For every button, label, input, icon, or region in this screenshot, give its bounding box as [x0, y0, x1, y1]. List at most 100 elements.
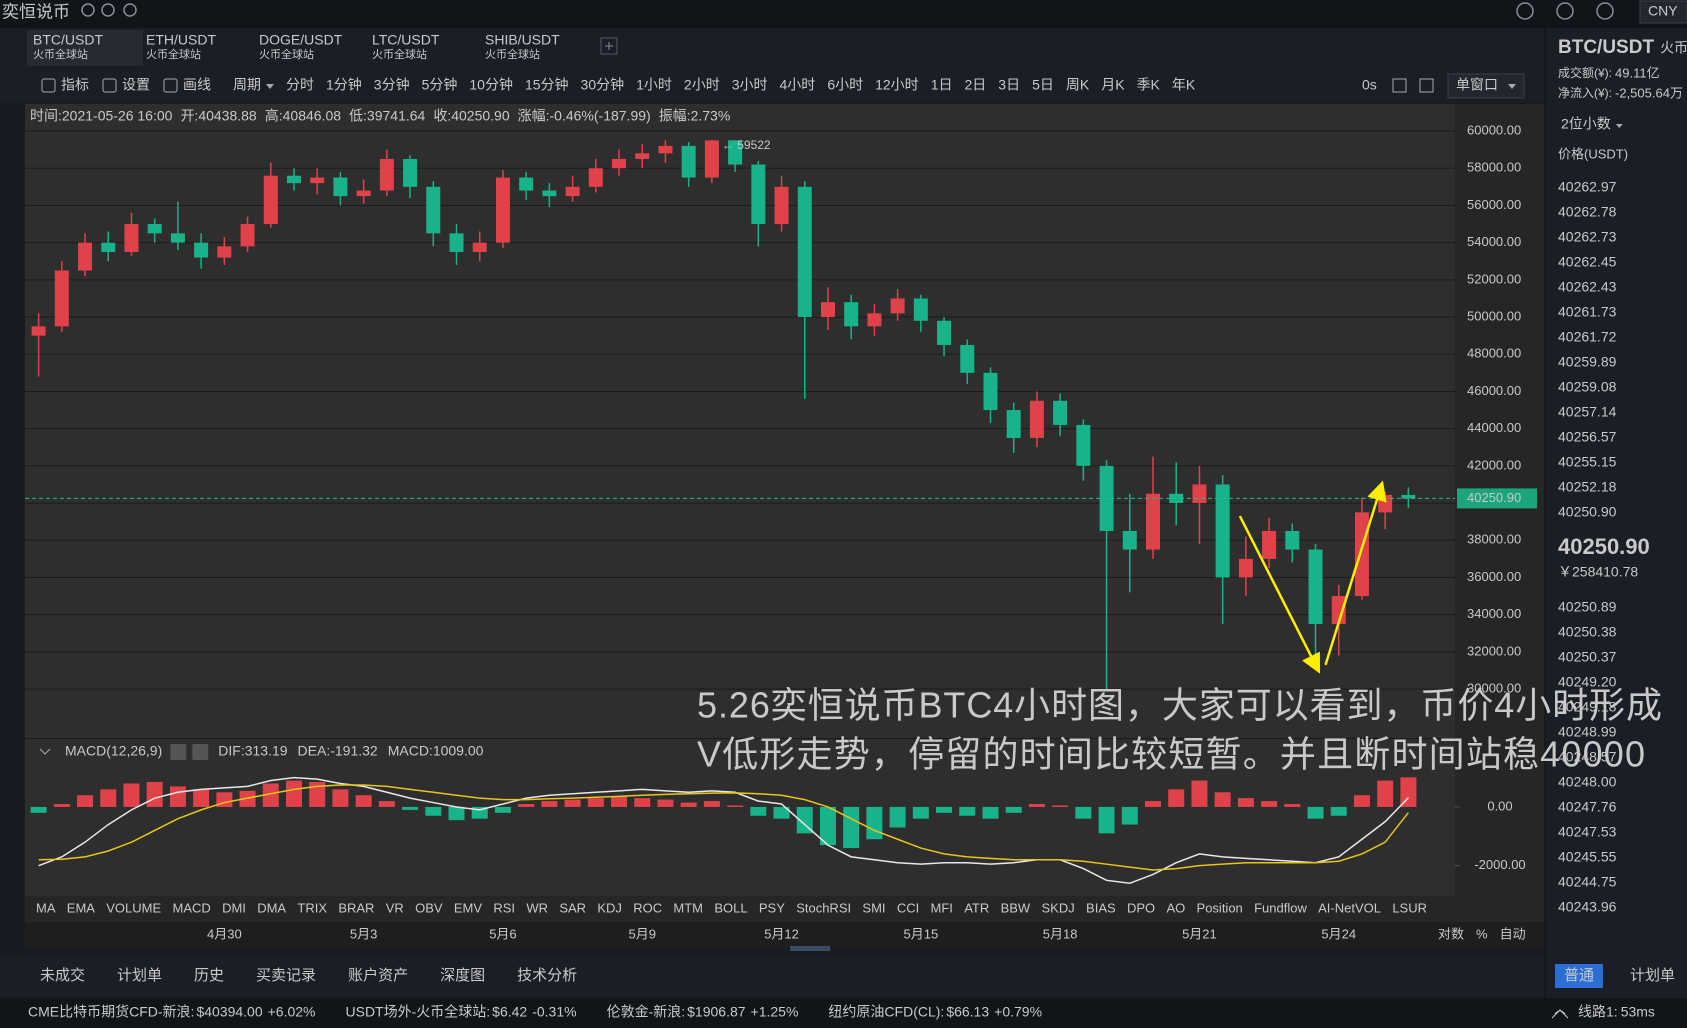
indicator[interactable]: VOLUME [106, 900, 161, 915]
indicator[interactable]: RSI [493, 900, 515, 915]
bottom-tab[interactable]: 计划单 [117, 967, 162, 984]
tab-exchange[interactable]: 火币全球站 [146, 47, 201, 61]
period[interactable]: 2日 [964, 77, 986, 93]
toolbar-icon[interactable] [1392, 78, 1407, 93]
top-icon[interactable] [1556, 2, 1574, 20]
indicator[interactable]: CCI [897, 900, 919, 915]
period[interactable]: 季K [1137, 77, 1161, 93]
bottom-tab[interactable]: 账户资产 [348, 967, 408, 984]
top-icon[interactable] [1516, 2, 1534, 20]
add-tab[interactable] [600, 37, 618, 55]
currency-box[interactable] [1639, 0, 1687, 24]
indicator[interactable]: WR [526, 900, 548, 915]
period[interactable]: 3分钟 [374, 77, 410, 93]
toolbar-icon[interactable] [1419, 78, 1434, 93]
period[interactable]: 4小时 [780, 77, 816, 93]
tab-exchange[interactable]: 火币全球站 [485, 47, 540, 61]
period[interactable]: 6小时 [827, 77, 863, 93]
refresh[interactable]: 0s [1362, 77, 1377, 93]
indicator[interactable]: DPO [1127, 900, 1155, 915]
period[interactable]: 分时 [286, 77, 314, 93]
indicator[interactable]: ROC [633, 900, 662, 915]
scale-option[interactable]: 对数 [1438, 926, 1464, 941]
scale-option[interactable]: 自动 [1500, 926, 1526, 941]
overlay-text: V低形走势，停留的时间比较短暂。并且断时间站稳40000 [697, 734, 1645, 775]
period[interactable]: 3日 [998, 77, 1020, 93]
indicator[interactable]: MFI [931, 900, 953, 915]
indicator[interactable]: Fundflow [1254, 900, 1307, 915]
macd-icon[interactable] [192, 744, 209, 760]
tab-pair[interactable]: SHIB/USDT [485, 32, 560, 48]
ob-tab-active[interactable] [1555, 964, 1603, 988]
period[interactable]: 12小时 [875, 77, 919, 93]
tab-exchange[interactable]: 火币全球站 [33, 47, 88, 61]
ob-tab[interactable]: 普通 [1564, 967, 1594, 984]
period[interactable]: 15分钟 [525, 77, 569, 93]
tab-exchange[interactable]: 火币全球站 [372, 47, 427, 61]
indicator[interactable]: SKDJ [1042, 900, 1075, 915]
bottom-tab[interactable]: 未成交 [40, 966, 85, 984]
indicator[interactable]: Position [1197, 900, 1243, 915]
window-select[interactable]: 单窗口 [1456, 77, 1498, 93]
indicator[interactable]: StochRSI [796, 900, 851, 915]
indicator[interactable]: OBV [415, 900, 443, 915]
tab-pair[interactable]: DOGE/USDT [259, 32, 343, 48]
indicator[interactable]: AO [1166, 900, 1185, 915]
indicator[interactable]: BIAS [1086, 900, 1116, 915]
indicator[interactable]: SAR [559, 900, 586, 915]
scale-option[interactable]: % [1476, 926, 1488, 941]
indicator[interactable]: DMA [257, 900, 286, 915]
tab-pair[interactable]: ETH/USDT [146, 32, 216, 48]
period[interactable]: 5日 [1032, 77, 1054, 93]
indicator[interactable]: MACD [172, 900, 210, 915]
tab-pair[interactable]: BTC/USDT [33, 32, 103, 48]
period[interactable]: 月K [1101, 77, 1125, 93]
macd-icon[interactable] [170, 744, 187, 760]
indicator[interactable]: EMV [454, 900, 483, 915]
resize-handle[interactable] [790, 946, 830, 951]
currency[interactable]: CNY [1648, 3, 1678, 19]
indicator[interactable]: VR [386, 900, 404, 915]
indicator[interactable]: EMA [67, 900, 96, 915]
indicator[interactable]: LSUR [1392, 900, 1427, 915]
period[interactable]: 1分钟 [326, 77, 362, 93]
bottom-tab[interactable]: 技术分析 [517, 967, 577, 984]
period[interactable]: 1日 [931, 77, 953, 93]
ob-decimals[interactable]: 2位小数 [1561, 116, 1611, 132]
indicator[interactable]: DMI [222, 900, 246, 915]
period[interactable]: 5分钟 [422, 77, 458, 93]
indicator[interactable]: BOLL [714, 900, 747, 915]
period[interactable]: 年K [1172, 77, 1196, 93]
tab-pair[interactable]: LTC/USDT [372, 32, 440, 48]
period[interactable]: 1小时 [636, 77, 672, 93]
indicator[interactable]: KDJ [597, 900, 622, 915]
bottom-tab[interactable]: 历史 [194, 967, 224, 984]
period[interactable]: 10分钟 [469, 77, 513, 93]
bottom-tab[interactable]: 深度图 [440, 967, 485, 984]
indicator[interactable]: PSY [759, 900, 785, 915]
indicator[interactable]: AI-NetVOL [1318, 900, 1381, 915]
tool[interactable]: 设置 [122, 77, 150, 93]
indicator[interactable]: BRAR [338, 900, 374, 915]
period[interactable]: 30分钟 [581, 77, 625, 93]
indicator[interactable]: SMI [862, 900, 885, 915]
candle-body [728, 140, 743, 165]
period[interactable]: 周K [1066, 77, 1090, 93]
period[interactable]: 3小时 [732, 77, 768, 93]
tab-exchange[interactable]: 火币全球站 [259, 47, 314, 61]
period[interactable]: 2小时 [684, 77, 720, 93]
indicator[interactable]: ATR [964, 900, 989, 915]
period-label[interactable]: 周期 [233, 77, 261, 93]
ob-ask: 40255.15 [1558, 454, 1617, 470]
indicator[interactable]: MA [36, 900, 56, 915]
indicator[interactable]: MTM [673, 900, 703, 915]
indicator[interactable]: TRIX [297, 900, 327, 915]
x-tick-label: 5月21 [1182, 926, 1217, 941]
active-tab[interactable] [27, 30, 143, 66]
ob-tab[interactable]: 计划单 [1630, 967, 1675, 984]
tool[interactable]: 画线 [183, 77, 211, 93]
indicator[interactable]: BBW [1001, 900, 1031, 915]
tool[interactable]: 指标 [61, 77, 89, 93]
top-icon[interactable] [1596, 2, 1614, 20]
bottom-tab[interactable]: 买卖记录 [256, 967, 316, 984]
